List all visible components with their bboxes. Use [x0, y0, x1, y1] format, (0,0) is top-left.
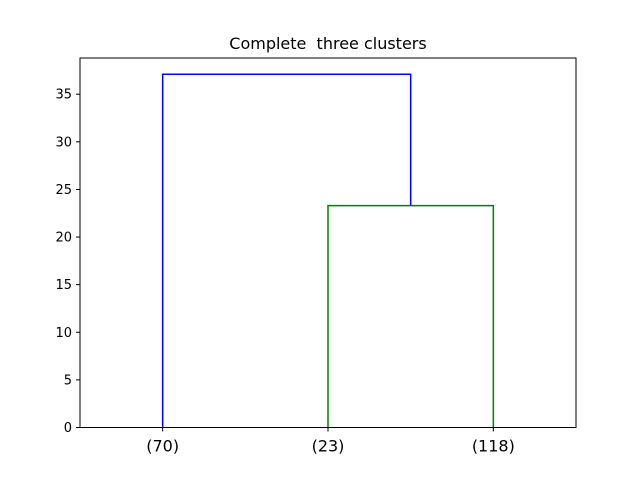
- x-axis: (70) (23) (118): [146, 427, 515, 456]
- chart-title: Complete three clusters: [229, 34, 426, 53]
- dendrogram-link-1: [327, 204, 495, 428]
- leaf-label: (70): [146, 437, 179, 456]
- y-tick-label: 35: [55, 88, 72, 103]
- y-tick-label: 15: [55, 278, 72, 293]
- y-axis: 0 5 10 15 20 25 30 35: [55, 88, 80, 436]
- y-tick-label: 20: [55, 231, 72, 246]
- link-layer: [161, 73, 495, 428]
- y-tick-label: 0: [64, 421, 72, 436]
- leaf-label: (118): [472, 437, 515, 456]
- leaf-label: (23): [312, 437, 345, 456]
- y-tick-label: 25: [55, 183, 72, 198]
- dendrogram-link-2: [161, 73, 412, 428]
- y-tick-label: 10: [55, 326, 72, 341]
- y-tick-label: 5: [64, 373, 72, 388]
- y-tick-label: 30: [55, 135, 72, 150]
